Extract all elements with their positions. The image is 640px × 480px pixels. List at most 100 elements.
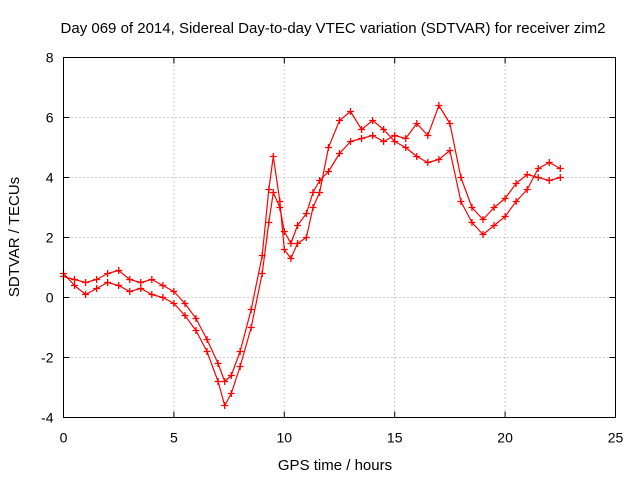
data-point [181,300,189,307]
x-axis-label: GPS time / hours [278,457,392,474]
data-point [369,117,377,124]
data-point [413,153,421,160]
data-point [336,150,343,157]
data-point [203,348,211,355]
data-point [512,198,520,205]
data-point [402,144,410,151]
data-point [446,147,454,154]
y-tick-label: 2 [46,230,54,246]
x-tick-label: 20 [497,430,513,446]
data-point [276,198,284,205]
data-point [309,204,317,211]
data-point [435,156,443,163]
data-point [534,174,542,181]
data-point [221,402,229,409]
data-point [490,222,498,229]
data-point [287,240,295,247]
data-point [413,120,421,127]
data-point [280,228,288,235]
data-point [545,159,553,166]
data-point [479,216,487,223]
data-point [336,117,343,124]
data-point [93,276,101,283]
data-point [126,288,134,295]
data-point [71,282,79,289]
x-tick-label: 10 [277,430,293,446]
data-point [258,270,266,277]
data-point [280,246,288,253]
data-point [126,276,134,283]
data-point [236,363,244,370]
data-point [181,312,189,319]
data-layer [60,102,564,409]
data-point [302,210,310,217]
data-point [468,219,476,226]
data-point [137,279,145,286]
data-point [236,348,244,355]
data-point [170,300,178,307]
data-point [258,252,266,259]
data-point [501,195,509,202]
data-point [159,294,167,301]
data-point [192,327,200,334]
data-point [192,315,200,322]
data-point [247,324,255,331]
data-point [115,282,123,289]
data-point [424,132,432,139]
y-tick-label: 0 [46,290,54,306]
data-point [457,198,465,205]
y-tick-label: 8 [46,50,54,66]
y-tick-label: 4 [46,170,54,186]
data-point [287,255,295,262]
data-point [468,204,476,211]
data-point [148,291,156,298]
series-line-trace-b [63,110,561,383]
data-point [247,306,255,313]
data-point [479,231,487,238]
data-point [82,279,90,286]
data-point [214,360,222,367]
data-point [203,336,211,343]
data-point [93,285,101,292]
data-point [347,138,355,145]
data-point [227,372,235,379]
data-point [391,132,399,139]
data-point [523,186,531,193]
y-axis-label: SDTVAR / TECUs [6,177,23,297]
data-point [490,204,498,211]
data-point [457,174,465,181]
data-point [358,126,366,133]
data-point [380,138,388,145]
data-point [265,186,273,193]
data-point [501,213,509,220]
chart-title: Day 069 of 2014, Sidereal Day-to-day VTE… [61,20,606,37]
data-point [104,279,112,286]
x-tick-label: 5 [170,430,178,446]
data-point [556,165,564,172]
data-point [347,108,355,115]
data-point [159,282,167,289]
y-tick-label: -4 [41,410,54,426]
data-point [82,291,90,298]
data-point [369,132,377,139]
grid [63,57,616,418]
data-point [358,135,366,142]
data-point [309,189,317,196]
y-tick-label: -2 [41,350,54,366]
data-point [446,120,454,127]
data-point [294,222,302,229]
data-point [302,234,310,241]
data-point [227,390,235,397]
data-point [115,267,123,274]
data-point [137,285,145,292]
data-point [316,189,324,196]
data-point [545,177,553,184]
data-point [170,288,178,295]
data-point [324,168,332,175]
series-line-trace-a [63,104,561,407]
data-point [148,276,156,283]
data-point [380,126,388,133]
data-point [435,102,443,109]
data-point [294,240,302,247]
